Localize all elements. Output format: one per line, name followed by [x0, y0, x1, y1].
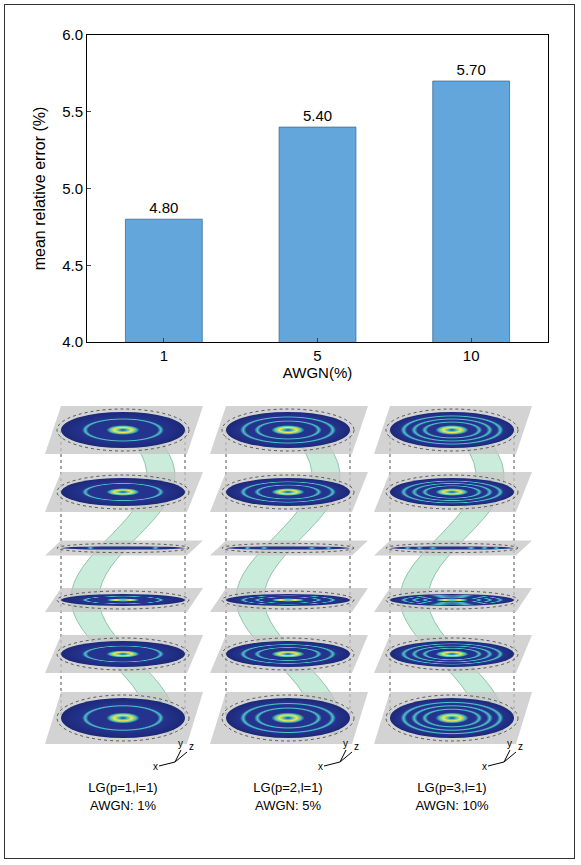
svg-text:4.5: 4.5 — [62, 257, 83, 274]
svg-text:5.40: 5.40 — [303, 107, 332, 124]
svg-text:5: 5 — [313, 347, 321, 364]
svg-text:5.0: 5.0 — [62, 180, 83, 197]
svg-text:AWGN(%): AWGN(%) — [283, 364, 352, 381]
svg-text:y: y — [343, 738, 348, 749]
svg-text:LG(p=1,l=1): LG(p=1,l=1) — [88, 780, 157, 795]
svg-text:z: z — [518, 741, 523, 752]
svg-text:6.0: 6.0 — [62, 26, 83, 43]
svg-text:LG(p=3,l=1): LG(p=3,l=1) — [417, 780, 486, 795]
svg-text:4.80: 4.80 — [149, 199, 178, 216]
svg-text:5.70: 5.70 — [457, 61, 486, 78]
svg-text:4.0: 4.0 — [62, 333, 83, 350]
svg-text:y: y — [507, 738, 512, 749]
svg-text:mean relative error (%): mean relative error (%) — [31, 107, 48, 271]
svg-text:LG(p=2,l=1): LG(p=2,l=1) — [253, 780, 322, 795]
svg-text:x: x — [482, 761, 487, 772]
svg-text:z: z — [189, 741, 194, 752]
svg-text:5.5: 5.5 — [62, 103, 83, 120]
svg-text:AWGN: 1%: AWGN: 1% — [90, 798, 156, 813]
svg-text:z: z — [354, 741, 359, 752]
svg-text:10: 10 — [463, 347, 480, 364]
svg-text:AWGN: 10%: AWGN: 10% — [415, 798, 489, 813]
svg-text:AWGN: 5%: AWGN: 5% — [255, 798, 321, 813]
svg-text:x: x — [318, 761, 323, 772]
svg-text:1: 1 — [160, 347, 168, 364]
svg-text:x: x — [153, 761, 158, 772]
svg-text:y: y — [178, 738, 183, 749]
